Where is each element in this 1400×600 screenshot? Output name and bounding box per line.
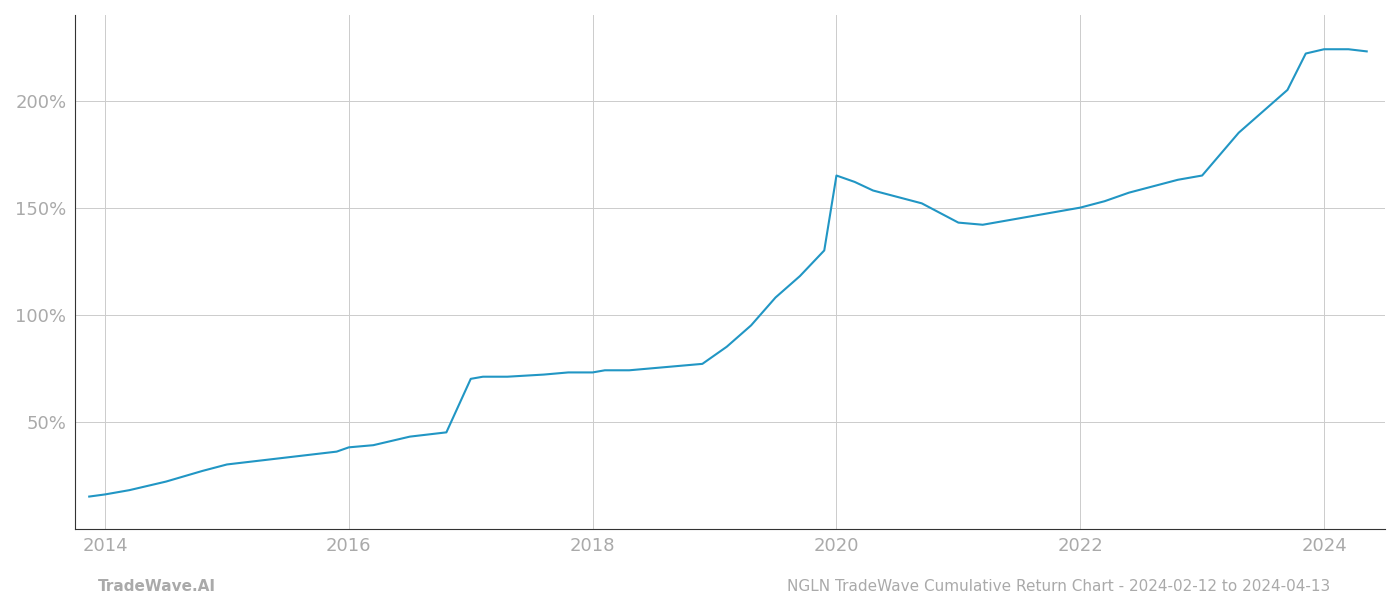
Text: TradeWave.AI: TradeWave.AI [98, 579, 216, 594]
Text: NGLN TradeWave Cumulative Return Chart - 2024-02-12 to 2024-04-13: NGLN TradeWave Cumulative Return Chart -… [787, 579, 1330, 594]
